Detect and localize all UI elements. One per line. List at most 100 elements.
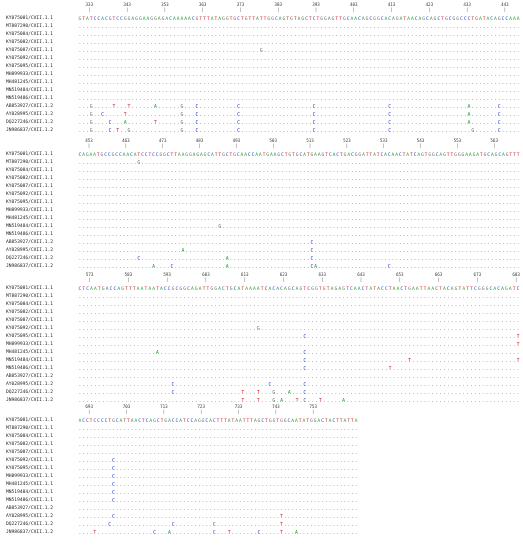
match-dot: .: [226, 248, 229, 254]
match-dot: .: [369, 224, 372, 230]
nucleotide-base: A: [395, 152, 398, 158]
match-dot: .: [104, 200, 107, 206]
match-dot: .: [163, 160, 166, 166]
match-dot: .: [343, 64, 346, 70]
match-dot: .: [422, 64, 425, 70]
match-dot: .: [350, 56, 353, 62]
match-dot: .: [484, 184, 487, 190]
match-dot: .: [282, 40, 285, 46]
match-dot: .: [381, 302, 384, 308]
match-dot: .: [328, 80, 331, 86]
match-dot: .: [245, 334, 248, 340]
match-dot: .: [167, 176, 170, 182]
match-dot: .: [276, 318, 279, 324]
match-dot: .: [285, 232, 288, 238]
match-dot: .: [354, 302, 357, 308]
match-dot: .: [502, 256, 505, 262]
match-dot: .: [489, 326, 492, 332]
sequence-label: KY075084/CVII.1.1: [6, 302, 54, 307]
match-dot: .: [252, 64, 255, 70]
match-dot: .: [152, 358, 155, 364]
match-dot: .: [414, 256, 417, 262]
match-dot: .: [327, 334, 330, 340]
match-dot: .: [373, 24, 376, 30]
match-dot: .: [498, 232, 501, 238]
match-dot: .: [388, 48, 391, 54]
match-dot: .: [362, 208, 365, 214]
sequence-row: ........................................…: [78, 48, 519, 54]
nucleotide-base: G: [222, 16, 225, 22]
match-dot: .: [156, 294, 159, 300]
match-dot: .: [462, 318, 465, 324]
match-dot: .: [462, 366, 465, 372]
nucleotide-base: T: [229, 152, 232, 158]
match-dot: .: [484, 248, 487, 254]
match-dot: .: [329, 248, 332, 254]
match-dot: .: [408, 294, 411, 300]
match-dot: .: [410, 216, 413, 222]
match-dot: .: [509, 24, 512, 30]
match-dot: .: [441, 64, 444, 70]
match-dot: .: [469, 224, 472, 230]
match-dot: .: [195, 358, 198, 364]
match-dot: .: [185, 224, 188, 230]
match-dot: .: [185, 208, 188, 214]
match-dot: .: [489, 302, 492, 308]
match-dot: .: [517, 216, 520, 222]
match-dot: .: [391, 176, 394, 182]
nucleotide-base: C: [156, 152, 159, 158]
match-dot: .: [314, 168, 317, 174]
match-dot: .: [78, 176, 81, 182]
match-dot: .: [199, 64, 202, 70]
match-dot: .: [277, 192, 280, 198]
match-dot: .: [145, 240, 148, 246]
match-dot: .: [486, 342, 489, 348]
match-dot: .: [93, 72, 96, 78]
match-dot: .: [120, 88, 123, 94]
match-dot: .: [248, 200, 251, 206]
match-dot: .: [97, 56, 100, 62]
match-dot: .: [307, 208, 310, 214]
match-dot: .: [100, 184, 103, 190]
nucleotide-base: C: [97, 16, 100, 22]
match-dot: .: [335, 72, 338, 78]
match-dot: .: [229, 72, 232, 78]
match-dot: .: [320, 40, 323, 46]
match-dot: .: [369, 32, 372, 38]
match-dot: .: [323, 326, 326, 332]
match-dot: .: [292, 350, 295, 356]
match-dot: .: [408, 350, 411, 356]
match-dot: .: [108, 256, 111, 262]
match-dot: .: [292, 240, 295, 246]
match-dot: .: [86, 374, 89, 380]
match-dot: .: [270, 232, 273, 238]
match-dot: .: [211, 112, 214, 118]
match-dot: .: [257, 294, 260, 300]
match-dot: .: [218, 326, 221, 332]
match-dot: .: [432, 240, 435, 246]
match-dot: .: [187, 366, 190, 372]
match-dot: .: [445, 112, 448, 118]
match-dot: .: [426, 24, 429, 30]
match-dot: .: [392, 342, 395, 348]
match-dot: .: [263, 80, 266, 86]
match-dot: .: [171, 350, 174, 356]
match-dot: .: [161, 48, 164, 54]
match-dot: .: [116, 64, 119, 70]
match-dot: .: [513, 248, 516, 254]
nucleotide-base: G: [90, 120, 93, 126]
nucleotide-base: G: [139, 16, 142, 22]
match-dot: .: [315, 326, 318, 332]
match-dot: .: [513, 366, 516, 372]
sequence-row: ........................................…: [78, 80, 519, 86]
match-dot: .: [344, 240, 347, 246]
match-dot: .: [280, 310, 283, 316]
match-dot: .: [230, 334, 233, 340]
match-dot: .: [177, 64, 180, 70]
match-dot: .: [279, 96, 282, 102]
match-dot: .: [425, 264, 428, 270]
nucleotide-base: T: [82, 286, 85, 292]
match-dot: .: [108, 168, 111, 174]
match-dot: .: [324, 80, 327, 86]
